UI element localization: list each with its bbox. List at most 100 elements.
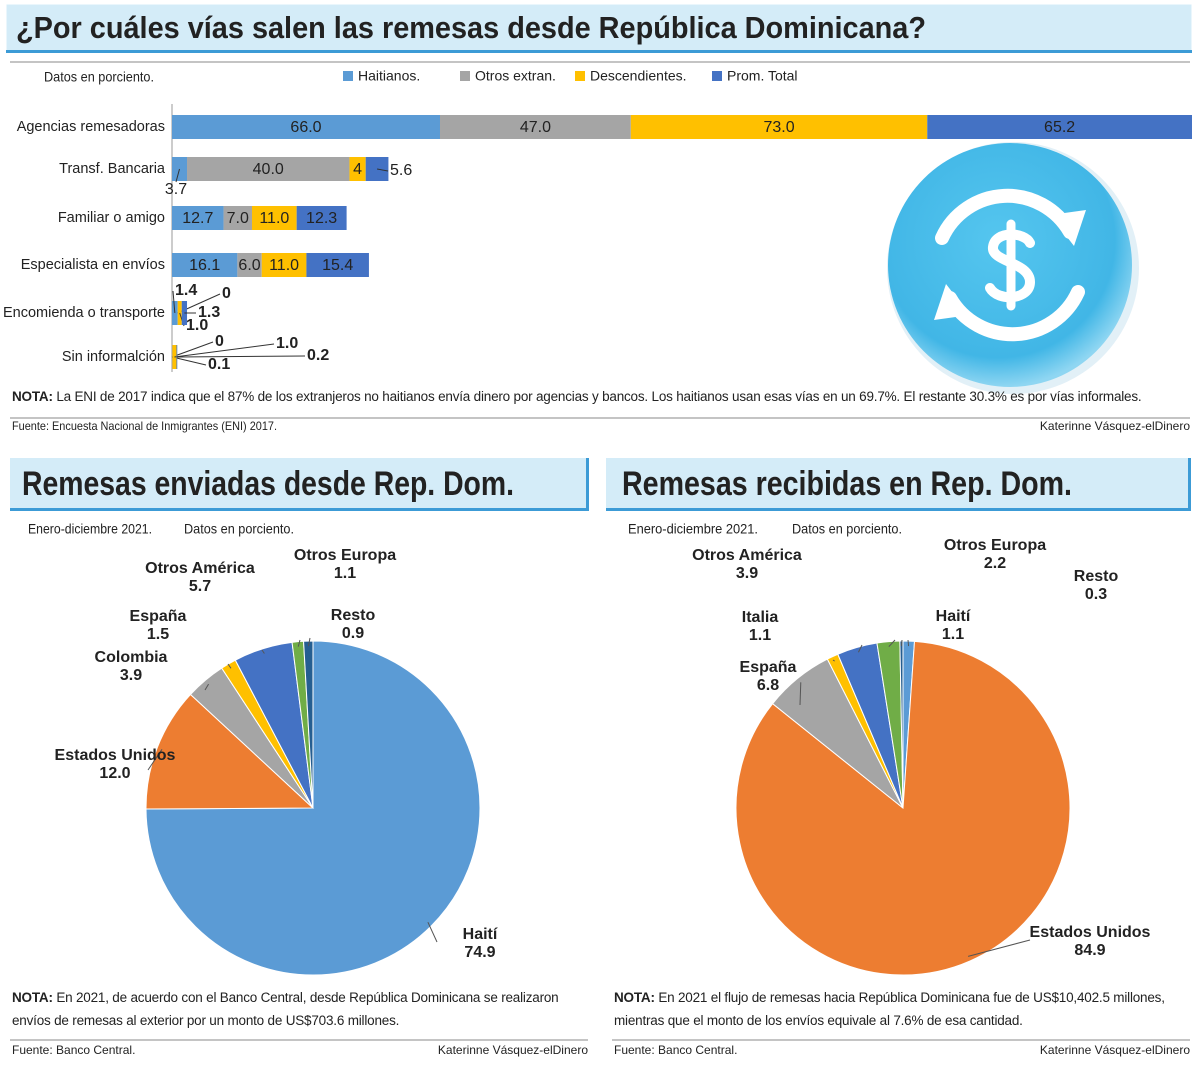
- bar-segment: [187, 157, 350, 181]
- leader-line: [857, 644, 863, 653]
- subtitle: Datos en porciento.: [44, 69, 154, 85]
- data-label: 0: [215, 333, 224, 350]
- slice-name: Italia: [742, 609, 779, 626]
- note: NOTA: La ENI de 2017 indica que el 87% d…: [12, 385, 1197, 408]
- bar-segment: [296, 206, 347, 230]
- icon-arrowhead: [934, 284, 970, 320]
- legend-swatch: [575, 71, 585, 81]
- legend-swatch: [343, 71, 353, 81]
- category-label: Transf. Bancaria: [59, 161, 166, 177]
- header-box: [10, 458, 588, 510]
- data-label: 12.3: [306, 210, 337, 227]
- bar-segment: [251, 206, 297, 230]
- slice-name: Resto: [331, 607, 376, 624]
- slice-value: 1.1: [942, 626, 964, 643]
- subtitle: Enero-diciembre 2021.: [628, 521, 758, 537]
- credit: Katerinne Vásquez-elDinero: [438, 1043, 588, 1057]
- data-label: 1.3: [198, 304, 220, 321]
- slice-value: 6.8: [757, 677, 779, 694]
- header-shadow: [10, 508, 588, 511]
- slice-name: Otros Europa: [294, 547, 396, 564]
- legend-label: Prom. Total: [727, 68, 798, 84]
- header-shadow: [606, 508, 1190, 511]
- data-label: 15.4: [322, 257, 353, 274]
- data-label: 47.0: [520, 119, 551, 136]
- leader-line: [907, 639, 910, 647]
- subtitle: Datos en porciento.: [792, 521, 902, 537]
- subtitle: Enero-diciembre 2021.: [28, 521, 152, 537]
- leader-line: [376, 168, 389, 172]
- data-label: 73.0: [763, 119, 794, 136]
- slice-name: Estados Unidos: [55, 747, 176, 764]
- source: Fuente: Encuesta Nacional de Inmigrantes…: [12, 419, 277, 433]
- category-label: Familiar o amigo: [58, 210, 165, 226]
- data-label: 5.6: [390, 162, 412, 179]
- leader-line: [147, 749, 163, 771]
- slice-value: 1.1: [749, 627, 771, 644]
- leader-line: [172, 356, 207, 366]
- leader-line: [427, 921, 438, 943]
- slice-name: Colombia: [95, 649, 168, 666]
- bar-segment: [630, 115, 928, 139]
- source: Fuente: Banco Central.: [12, 1043, 135, 1057]
- legend-label: Descendientes.: [590, 68, 687, 84]
- bar-segment: [349, 157, 366, 181]
- bar-segment: [223, 206, 252, 230]
- data-label: 16.1: [189, 257, 220, 274]
- note: NOTA: En 2021 el flujo de remesas hacia …: [614, 986, 1194, 1032]
- slice-value: 3.9: [736, 565, 758, 582]
- note-text: En 2021, de acuerdo con el Banco Central…: [12, 990, 559, 1028]
- chart-title: Remesas recibidas en Rep. Dom.: [622, 465, 1072, 503]
- data-label: 1.0: [186, 317, 208, 334]
- data-label: 65.2: [1044, 119, 1075, 136]
- leader-line: [799, 682, 802, 706]
- bar-segment: [172, 115, 440, 139]
- slice-value: 0.3: [1085, 586, 1107, 603]
- leader-line: [261, 649, 265, 654]
- data-label: 4: [353, 161, 362, 178]
- data-label: 3.7: [165, 181, 187, 198]
- leader-line: [832, 659, 835, 662]
- leader-line: [176, 355, 306, 358]
- header-shadow: [586, 458, 589, 511]
- credit: Katerinne Vásquez-elDinero: [1040, 419, 1190, 433]
- note-text: En 2021 el flujo de remesas hacia Repúbl…: [614, 990, 1165, 1028]
- data-label: 0: [222, 285, 231, 302]
- slice-name: Haití: [936, 608, 971, 625]
- data-label: 12.7: [182, 210, 213, 227]
- header-shadow: [1188, 458, 1191, 511]
- leader-line: [900, 639, 903, 647]
- category-label: Especialista en envíos: [21, 257, 165, 273]
- note-label: NOTA:: [614, 990, 655, 1005]
- leader-line: [227, 663, 232, 669]
- leader-line: [297, 639, 301, 647]
- slice-name: Resto: [1074, 568, 1119, 585]
- legend-swatch: [712, 71, 722, 81]
- slice-name: Haití: [463, 926, 498, 943]
- data-label: 0.1: [208, 356, 230, 373]
- leader-line: [175, 168, 180, 183]
- leader-line: [174, 343, 275, 358]
- leader-line: [967, 939, 1031, 957]
- legend-label: Haitianos.: [358, 68, 420, 84]
- leader-line: [172, 290, 176, 314]
- note-label: NOTA:: [12, 389, 53, 404]
- data-label: 11.0: [269, 257, 299, 274]
- leader-line: [171, 341, 214, 358]
- slice-name: Estados Unidos: [1030, 924, 1151, 941]
- bar-segment: [172, 253, 238, 277]
- legend-swatch: [460, 71, 470, 81]
- chart-title: ¿Por cuáles vías salen las remesas desde…: [16, 10, 926, 45]
- slice-value: 74.9: [464, 944, 495, 961]
- data-label: 11.0: [259, 210, 289, 227]
- note: NOTA: En 2021, de acuerdo con el Banco C…: [12, 986, 592, 1032]
- category-label: Sin informalción: [62, 349, 165, 365]
- data-label: 40.0: [253, 161, 284, 178]
- header-shadow: [6, 50, 1192, 53]
- bar-segment: [306, 253, 369, 277]
- source: Fuente: Banco Central.: [614, 1043, 737, 1057]
- pie-slice: [145, 640, 481, 976]
- data-label: 0.2: [307, 347, 329, 364]
- bar-segment: [261, 253, 307, 277]
